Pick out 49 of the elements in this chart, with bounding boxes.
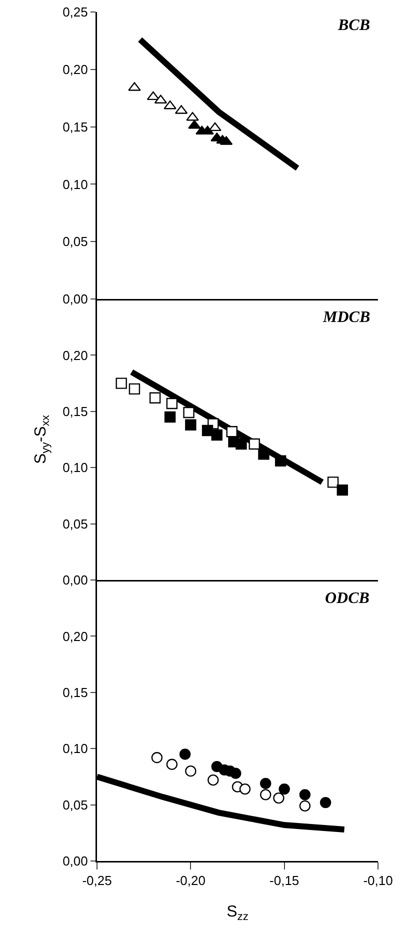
point <box>211 429 222 441</box>
point <box>116 378 127 389</box>
point <box>230 768 242 779</box>
y-tick-label: 0,15 <box>62 684 88 700</box>
y-tick-label: 0,20 <box>62 348 88 363</box>
x-tick-label: -0,20 <box>176 873 206 888</box>
point <box>239 783 251 795</box>
y-tick-label: 0,05 <box>62 234 88 250</box>
point <box>260 778 272 790</box>
point <box>278 783 290 795</box>
point <box>274 455 286 466</box>
point <box>258 448 270 460</box>
y-tick-label: 0,05 <box>62 516 88 532</box>
y-tick-label: 0,15 <box>62 404 88 419</box>
point <box>183 406 194 418</box>
point <box>179 748 191 760</box>
point <box>202 424 214 436</box>
point <box>185 419 196 430</box>
y-tick-label: 0,00 <box>62 572 88 588</box>
point <box>166 398 178 410</box>
y-tick-label: 0,25 <box>62 4 88 20</box>
y-tick-label: 0,00 <box>62 292 88 307</box>
y-tick-label: 0,20 <box>62 628 88 644</box>
x-tick-label: -0,10 <box>363 873 393 888</box>
y-tick-label: 0,20 <box>62 62 88 77</box>
y-tick-label: 0,10 <box>62 460 88 476</box>
point <box>236 438 247 450</box>
point <box>226 426 238 438</box>
point <box>128 383 140 395</box>
point <box>149 392 161 404</box>
y-tick-label: 0,15 <box>62 119 88 134</box>
y-tick-label: 0,10 <box>62 741 88 756</box>
point <box>320 796 332 808</box>
chart-title: BCB <box>337 17 370 34</box>
point <box>327 476 339 488</box>
text: ODCB <box>325 590 370 607</box>
y-tick-label: 0,05 <box>62 797 88 812</box>
point <box>146 91 160 100</box>
y-tick-label: 0,00 <box>62 854 88 869</box>
x-tick-label: -0,15 <box>270 873 300 888</box>
y-tick-label: 0,10 <box>62 176 88 192</box>
point <box>299 789 311 800</box>
point <box>208 122 222 132</box>
point <box>248 438 260 450</box>
x-axis-title: S$_{zz}$ <box>226 904 249 923</box>
point <box>164 411 176 423</box>
text: MDCB <box>322 309 370 326</box>
x-tick-label: -0,25 <box>82 873 112 888</box>
point <box>336 484 348 496</box>
